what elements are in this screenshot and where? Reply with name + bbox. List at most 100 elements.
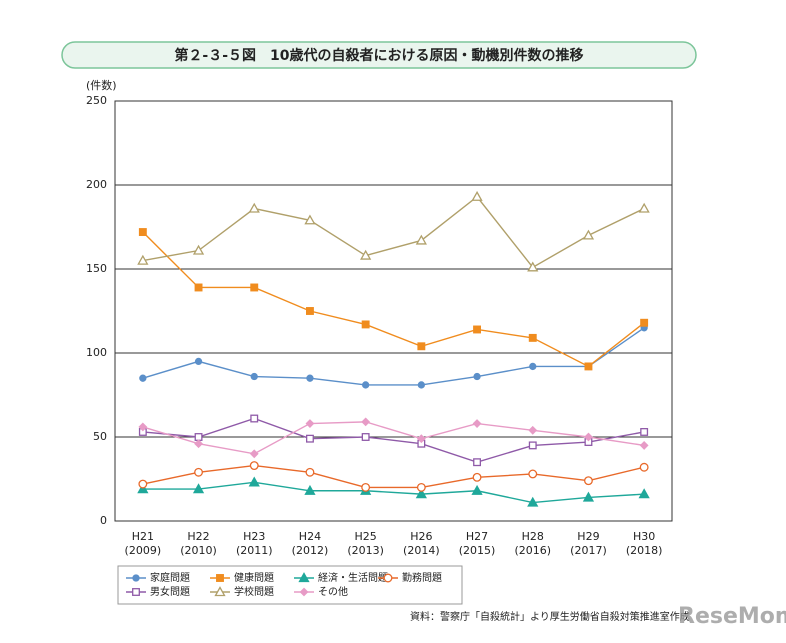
marker	[584, 476, 593, 486]
y-tick-label: 200	[86, 178, 107, 191]
series-line	[142, 327, 645, 386]
x-tick-label: H28	[522, 530, 544, 543]
marker	[417, 342, 426, 351]
marker	[471, 190, 483, 201]
x-tick-label: H25	[355, 530, 377, 543]
marker	[383, 573, 393, 583]
x-tick-label: (2015)	[459, 544, 496, 557]
series-line	[142, 417, 645, 463]
marker	[305, 419, 315, 428]
marker	[192, 244, 205, 255]
marker	[472, 419, 482, 428]
legend-label: 学校問題	[234, 585, 274, 598]
x-tick-label: (2014)	[403, 544, 440, 557]
marker	[248, 476, 260, 487]
legend-label: その他	[318, 585, 348, 598]
marker	[638, 202, 650, 213]
marker	[473, 325, 481, 334]
marker	[192, 483, 205, 494]
marker	[473, 458, 481, 467]
marker	[361, 433, 370, 441]
x-tick-label: H22	[187, 530, 209, 543]
series-line	[142, 421, 645, 455]
marker	[415, 234, 427, 245]
x-tick-label: H26	[410, 530, 432, 543]
legend-label: 経済・生活問題	[318, 571, 388, 584]
legend-label: 男女問題	[150, 585, 190, 598]
marker	[361, 320, 370, 329]
marker	[306, 374, 314, 382]
title-box	[61, 41, 697, 69]
x-tick-label: H24	[299, 530, 321, 543]
plot-frame	[114, 100, 673, 522]
marker	[640, 318, 649, 327]
legend-label: 健康問題	[234, 571, 274, 584]
marker	[305, 307, 314, 315]
marker	[194, 357, 203, 366]
marker	[528, 333, 537, 342]
x-tick-label: (2018)	[626, 544, 663, 557]
marker	[529, 362, 537, 371]
marker	[527, 261, 539, 272]
marker	[473, 372, 481, 381]
marker	[584, 362, 593, 371]
marker	[304, 484, 316, 495]
marker	[137, 254, 149, 265]
legend-box	[117, 565, 463, 605]
chart-title: 第２-３-５図 10歳代の自殺者における原因・動機別件数の推移	[174, 47, 583, 64]
marker	[250, 372, 258, 381]
source-note: 資料：警察庁「自殺統計」より厚生労働省自殺対策推進室作成	[410, 610, 690, 623]
series-line	[142, 464, 645, 489]
marker	[638, 488, 650, 499]
marker	[640, 428, 649, 436]
marker	[528, 469, 538, 479]
x-tick-label: H30	[633, 530, 655, 543]
marker	[305, 434, 314, 443]
x-tick-label: (2010)	[180, 544, 217, 557]
y-axis-label: (件数)	[86, 79, 117, 92]
marker	[472, 472, 482, 482]
watermark: ReseMom	[678, 604, 786, 629]
y-tick-label: 100	[86, 346, 107, 359]
x-tick-label: H27	[466, 530, 488, 543]
y-tick-label: 50	[93, 430, 107, 443]
marker	[132, 574, 140, 582]
marker	[194, 283, 203, 292]
marker	[305, 467, 315, 477]
marker	[138, 228, 147, 236]
marker	[361, 381, 370, 389]
marker	[194, 439, 203, 449]
x-tick-label: (2009)	[125, 544, 162, 557]
marker	[528, 425, 538, 435]
marker	[527, 496, 539, 507]
marker	[361, 417, 371, 427]
marker	[138, 422, 148, 432]
x-tick-label: (2012)	[292, 544, 329, 557]
marker	[248, 202, 260, 213]
marker	[416, 482, 426, 492]
marker	[194, 467, 203, 477]
x-tick-label: (2017)	[570, 544, 607, 557]
marker	[138, 479, 148, 489]
marker	[299, 587, 309, 597]
x-tick-label: (2011)	[236, 544, 273, 557]
marker	[214, 586, 226, 597]
marker	[582, 229, 595, 240]
marker	[471, 484, 483, 495]
marker	[639, 462, 649, 472]
x-tick-label: (2016)	[514, 544, 551, 557]
y-tick-label: 0	[100, 514, 107, 527]
marker	[361, 482, 371, 492]
marker	[584, 432, 593, 442]
marker	[216, 574, 224, 582]
marker	[137, 483, 149, 494]
y-tick-label: 250	[86, 94, 107, 107]
y-tick-label: 150	[86, 262, 107, 275]
x-tick-label: H29	[577, 530, 599, 543]
series-line	[142, 195, 645, 269]
marker	[639, 440, 649, 450]
marker	[250, 414, 259, 423]
marker	[249, 449, 259, 459]
marker	[132, 588, 140, 596]
